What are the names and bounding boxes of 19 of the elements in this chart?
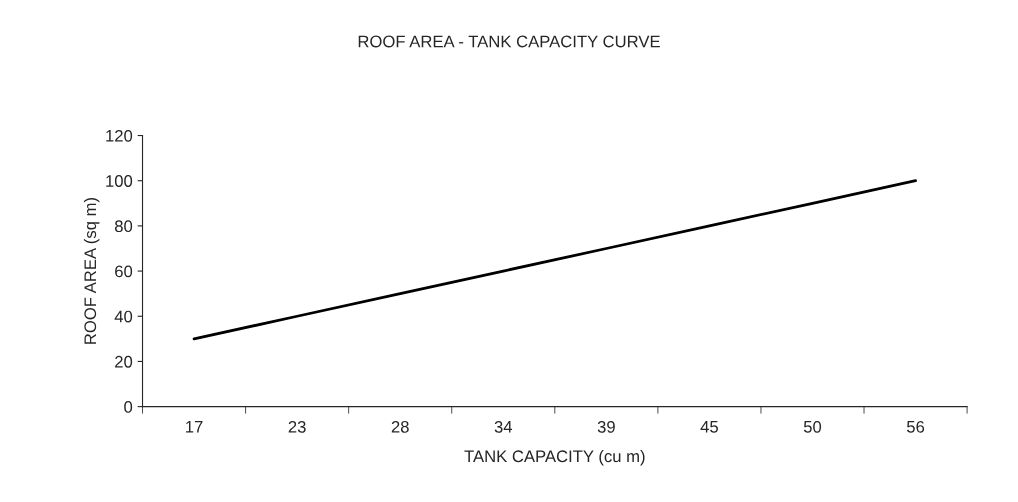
x-tick-label: 39 [597, 420, 615, 433]
x-axis-title: TANK CAPACITY (cu m) [464, 449, 645, 466]
x-tick-label: 56 [906, 420, 925, 433]
x-tick-label: 28 [391, 420, 409, 433]
y-tick-label: 120 [106, 129, 133, 142]
chart-title: ROOF AREA - TANK CAPACITY CURVE [358, 35, 660, 48]
y-tick-label: 0 [124, 401, 133, 413]
line-series [192, 179, 917, 341]
x-tick-label: 45 [700, 421, 718, 433]
y-tick-label: 80 [114, 220, 133, 233]
y-axis-title: ROOF AREA (sq m) [83, 198, 100, 344]
x-tick-label: 23 [288, 420, 306, 433]
y-tick-label: 100 [106, 175, 133, 187]
y-tick-label: 60 [115, 265, 133, 278]
y-tick-label: 20 [115, 355, 133, 368]
y-tick-label: 40 [114, 310, 133, 323]
x-tick-label: 50 [803, 420, 822, 433]
x-tick-label: 17 [186, 421, 203, 433]
x-tick-label: 34 [494, 420, 513, 433]
